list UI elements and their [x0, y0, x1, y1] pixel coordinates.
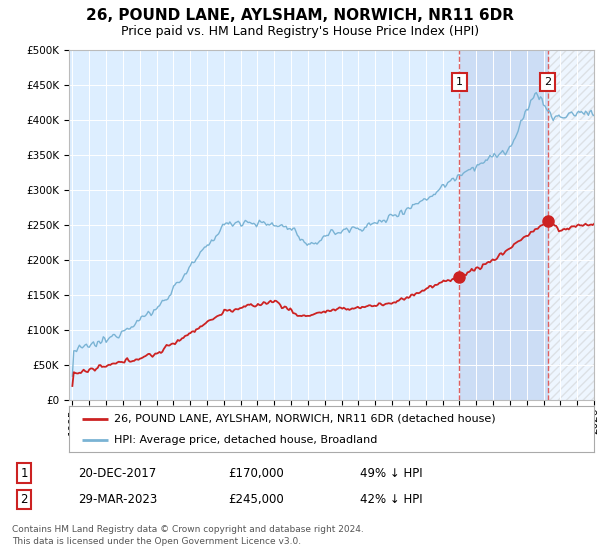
- Text: 29-MAR-2023: 29-MAR-2023: [78, 493, 157, 506]
- Text: 49% ↓ HPI: 49% ↓ HPI: [360, 466, 422, 480]
- Text: 20-DEC-2017: 20-DEC-2017: [78, 466, 156, 480]
- Text: 2: 2: [20, 493, 28, 506]
- Text: 2: 2: [544, 77, 551, 87]
- Bar: [460, 50, 548, 400]
- Text: Price paid vs. HM Land Registry's House Price Index (HPI): Price paid vs. HM Land Registry's House …: [121, 25, 479, 38]
- Text: £170,000: £170,000: [228, 466, 284, 480]
- Bar: [548, 50, 600, 400]
- Text: Contains HM Land Registry data © Crown copyright and database right 2024.
This d: Contains HM Land Registry data © Crown c…: [12, 525, 364, 546]
- Text: 42% ↓ HPI: 42% ↓ HPI: [360, 493, 422, 506]
- Text: 26, POUND LANE, AYLSHAM, NORWICH, NR11 6DR (detached house): 26, POUND LANE, AYLSHAM, NORWICH, NR11 6…: [113, 414, 495, 424]
- Text: 26, POUND LANE, AYLSHAM, NORWICH, NR11 6DR: 26, POUND LANE, AYLSHAM, NORWICH, NR11 6…: [86, 8, 514, 24]
- Text: HPI: Average price, detached house, Broadland: HPI: Average price, detached house, Broa…: [113, 435, 377, 445]
- Text: £245,000: £245,000: [228, 493, 284, 506]
- Text: 1: 1: [20, 466, 28, 480]
- Text: 1: 1: [456, 77, 463, 87]
